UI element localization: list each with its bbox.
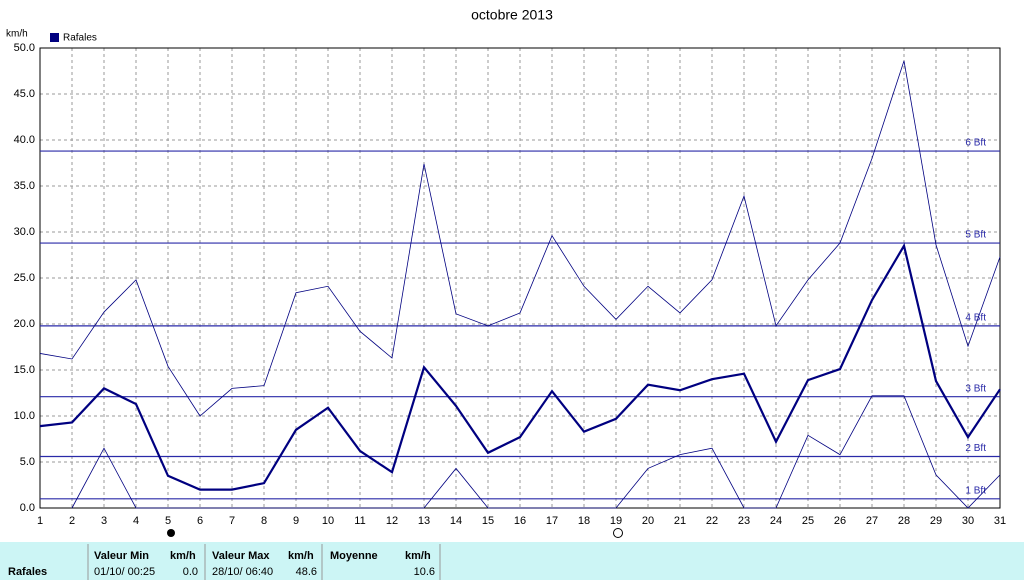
x-tick-label: 18 — [578, 515, 590, 527]
table-header: Valeur Min — [94, 550, 149, 562]
table-date: 01/10/ 00:25 — [94, 566, 155, 578]
x-tick-label: 24 — [770, 515, 782, 527]
table-header: Valeur Max — [212, 550, 270, 562]
x-tick-label: 4 — [133, 515, 139, 527]
x-tick-label: 16 — [514, 515, 526, 527]
y-tick-label: 0.0 — [20, 502, 35, 514]
y-tick-label: 35.0 — [14, 180, 35, 192]
x-tick-label: 25 — [802, 515, 814, 527]
x-tick-label: 14 — [450, 515, 462, 527]
x-tick-label: 19 — [610, 515, 622, 527]
table-value: 48.6 — [296, 566, 317, 578]
y-tick-label: 40.0 — [14, 134, 35, 146]
x-tick-label: 17 — [546, 515, 558, 527]
reference-label: 4 Bft — [965, 312, 986, 323]
y-tick-label: 45.0 — [14, 88, 35, 100]
moon-icon — [613, 528, 623, 538]
x-tick-label: 15 — [482, 515, 494, 527]
table-value: 10.6 — [414, 566, 435, 578]
x-tick-label: 9 — [293, 515, 299, 527]
x-tick-label: 27 — [866, 515, 878, 527]
table-value: 0.0 — [183, 566, 198, 578]
x-tick-label: 26 — [834, 515, 846, 527]
x-tick-label: 2 — [69, 515, 75, 527]
legend-label: Rafales — [63, 33, 97, 44]
x-tick-label: 12 — [386, 515, 398, 527]
reference-label: 6 Bft — [965, 138, 986, 149]
legend-swatch — [50, 33, 59, 42]
y-tick-label: 5.0 — [20, 456, 35, 468]
x-tick-label: 30 — [962, 515, 974, 527]
x-tick-label: 29 — [930, 515, 942, 527]
reference-label: 3 Bft — [965, 383, 986, 394]
series-line — [71, 395, 1001, 509]
moon-icon — [167, 529, 175, 537]
table-background — [0, 542, 1024, 580]
table-unit: km/h — [405, 550, 431, 562]
y-tick-label: 20.0 — [14, 318, 35, 330]
x-tick-label: 3 — [101, 515, 107, 527]
table-separators — [87, 544, 441, 580]
x-tick-label: 5 — [165, 515, 171, 527]
x-tick-label: 8 — [261, 515, 267, 527]
x-tick-label: 6 — [197, 515, 203, 527]
table-unit: km/h — [170, 550, 196, 562]
series-line — [39, 242, 1001, 491]
x-tick-label: 23 — [738, 515, 750, 527]
y-tick-label: 25.0 — [14, 272, 35, 284]
y-axis-label: km/h — [6, 29, 28, 40]
x-tick-label: 22 — [706, 515, 718, 527]
chart-title: octobre 2013 — [471, 7, 553, 23]
table-row-label: Rafales — [8, 566, 47, 578]
table-header: Moyenne — [330, 550, 378, 562]
series-line — [39, 60, 1001, 417]
table-date: 28/10/ 06:40 — [212, 566, 273, 578]
y-tick-label: 15.0 — [14, 364, 35, 376]
x-tick-label: 31 — [994, 515, 1006, 527]
x-tick-label: 28 — [898, 515, 910, 527]
y-tick-label: 30.0 — [14, 226, 35, 238]
y-tick-label: 10.0 — [14, 410, 35, 422]
reference-label: 5 Bft — [965, 230, 986, 241]
x-tick-label: 1 — [37, 515, 43, 527]
x-tick-label: 10 — [322, 515, 334, 527]
x-tick-label: 7 — [229, 515, 235, 527]
x-tick-label: 13 — [418, 515, 430, 527]
reference-label: 1 Bft — [965, 485, 986, 496]
x-tick-label: 21 — [674, 515, 686, 527]
x-tick-label: 11 — [354, 515, 365, 527]
x-tick-label: 20 — [642, 515, 654, 527]
table-unit: km/h — [288, 550, 314, 562]
y-tick-label: 50.0 — [14, 42, 35, 54]
reference-label: 2 Bft — [965, 443, 986, 454]
